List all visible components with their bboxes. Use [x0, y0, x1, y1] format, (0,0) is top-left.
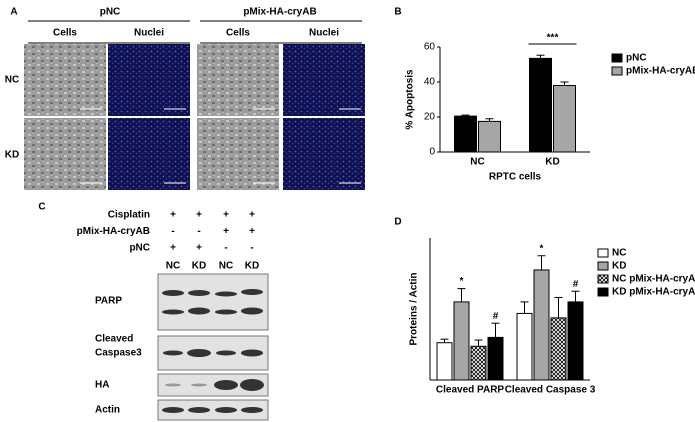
legend-label: KD pMix-HA-cryAB: [612, 287, 695, 298]
x-tick-label: KD: [545, 157, 559, 168]
bar: [436, 342, 453, 381]
y-tick-label: 60: [424, 42, 436, 53]
column-label: Nuclei: [134, 28, 164, 39]
row-label: NC: [5, 75, 19, 86]
treatment-label: pNC: [129, 243, 150, 254]
bar: [487, 336, 504, 381]
legend-swatch: [597, 274, 609, 284]
treatment-sign: +: [249, 226, 255, 237]
blot-label: Caspase3: [95, 348, 142, 359]
y-tick-label: 40: [424, 77, 436, 88]
x-tick-label: NC: [470, 157, 484, 168]
treatment-label: pMix-HA-cryAB: [77, 226, 150, 237]
legend-swatch: [611, 66, 623, 76]
bar: [553, 85, 576, 153]
bar: [454, 115, 477, 153]
treatment-sign: -: [250, 243, 253, 254]
bar: [550, 317, 567, 381]
column-label: Cells: [226, 28, 250, 39]
legend-swatch: [611, 53, 623, 63]
legend-label: KD: [612, 261, 626, 272]
legend-label: NC: [612, 248, 626, 259]
bar: [516, 312, 533, 381]
bar: [567, 301, 584, 381]
treatment-label: Cisplatin: [108, 210, 150, 221]
x-axis-label: RPTC cells: [489, 172, 542, 183]
legend-swatch: [597, 248, 609, 258]
legend-label: pMix-HA-cryAB: [626, 66, 695, 77]
legend-label: pNC: [626, 53, 647, 64]
lane-label: KD: [245, 261, 259, 272]
blot-label: Cleaved: [95, 334, 133, 345]
significance-mark: ***: [547, 33, 559, 44]
panel-label: A: [10, 7, 17, 18]
y-axis-label: % Apoptosis: [405, 69, 416, 130]
treatment-sign: -: [171, 226, 174, 237]
legend-label: NC pMix-HA-cryAB: [612, 274, 695, 285]
bar: [478, 120, 501, 153]
blot-label: PARP: [95, 296, 122, 307]
group-label: pMix-HA-cryAB: [243, 7, 316, 18]
lane-label: NC: [166, 261, 180, 272]
treatment-sign: +: [196, 243, 202, 254]
panel-label: C: [38, 202, 45, 213]
significance-mark: #: [573, 279, 579, 290]
western-blots: [157, 273, 269, 421]
micrographs: [24, 20, 365, 190]
treatment-sign: +: [223, 226, 229, 237]
y-tick-label: 20: [424, 112, 436, 123]
bar: [533, 269, 550, 381]
legend-swatch: [597, 287, 609, 297]
treatment-sign: +: [196, 210, 202, 221]
bar: [453, 301, 470, 381]
treatment-sign: -: [224, 243, 227, 254]
column-label: Nuclei: [309, 28, 339, 39]
y-axis-label: Proteins / Actin: [409, 273, 420, 346]
panel-label: D: [394, 217, 401, 228]
x-tick-label: Cleaved Caspase 3: [505, 385, 596, 396]
group-label: pNC: [100, 7, 121, 18]
panel-label: B: [394, 7, 401, 18]
row-label: KD: [5, 150, 19, 161]
bar: [529, 57, 552, 153]
lane-label: NC: [219, 261, 233, 272]
significance-mark: *: [460, 276, 464, 287]
treatment-sign: +: [170, 243, 176, 254]
treatment-sign: -: [197, 226, 200, 237]
bar: [470, 345, 487, 381]
blot-label: Actin: [95, 405, 120, 416]
significance-mark: #: [493, 311, 499, 322]
treatment-sign: +: [249, 210, 255, 221]
lane-label: KD: [192, 261, 206, 272]
significance-mark: *: [540, 243, 544, 254]
column-label: Cells: [53, 28, 77, 39]
treatment-sign: +: [223, 210, 229, 221]
x-tick-label: Cleaved PARP: [436, 385, 505, 396]
blot-label: HA: [95, 380, 109, 391]
legend-swatch: [597, 261, 609, 271]
treatment-sign: +: [170, 210, 176, 221]
y-tick-label: 0: [429, 147, 435, 158]
